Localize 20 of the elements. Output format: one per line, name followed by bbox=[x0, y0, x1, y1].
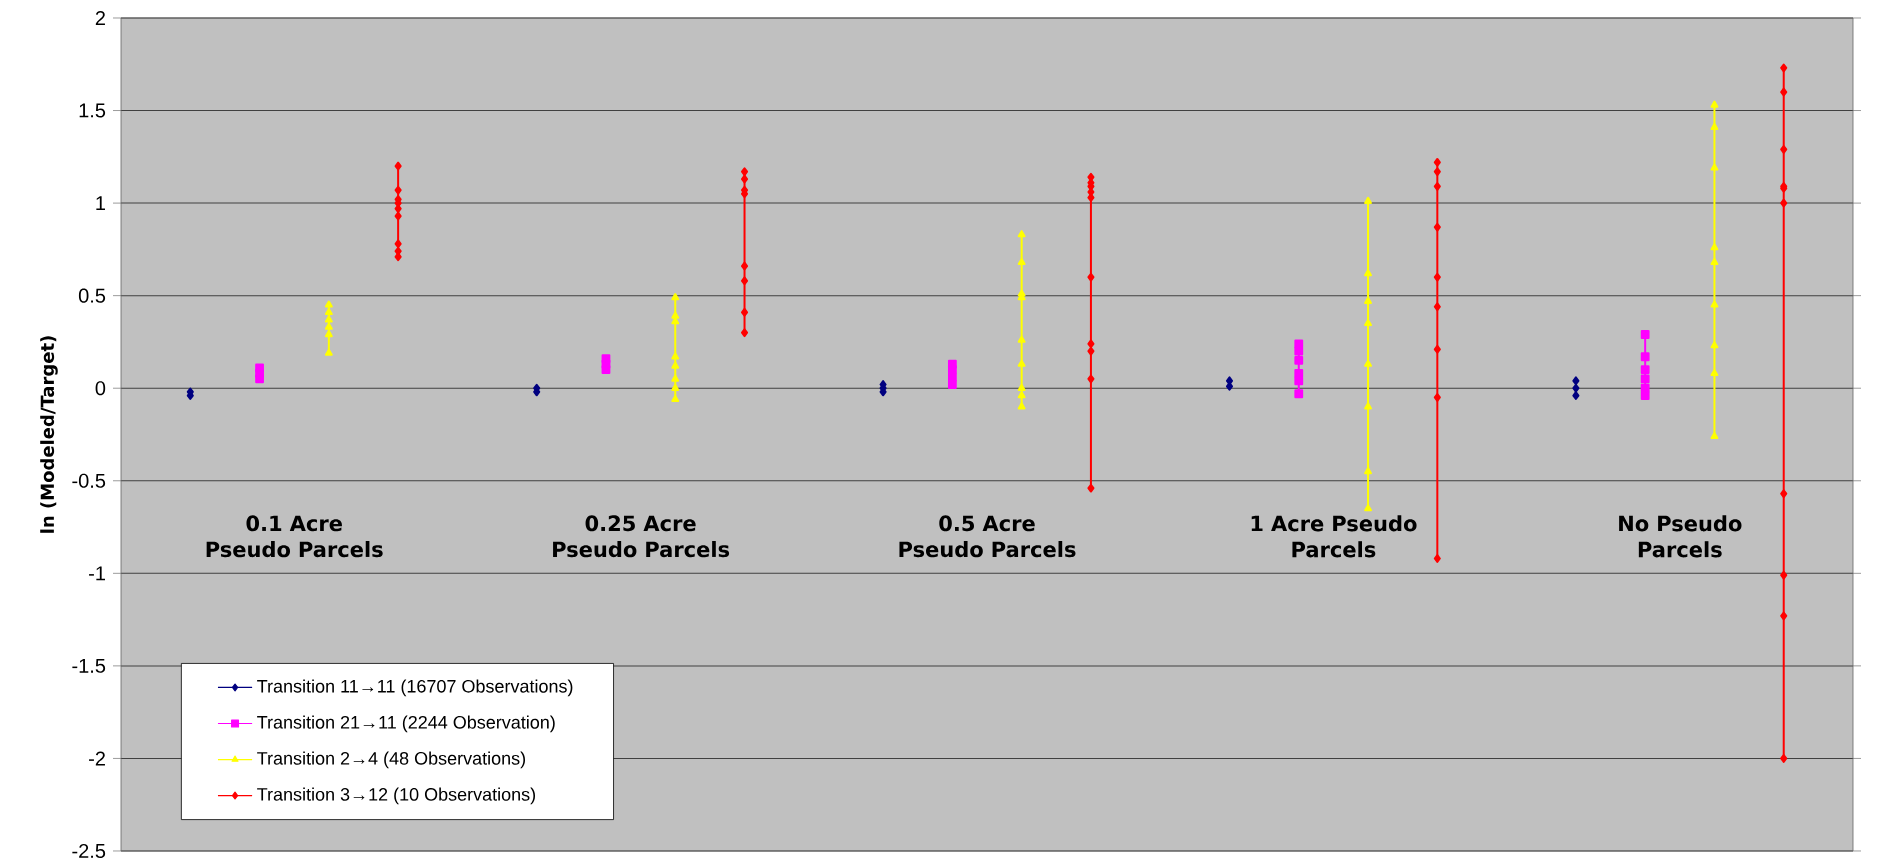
x-tick-label: No Pseudo Parcels bbox=[1619, 515, 1742, 558]
legend-label: Transition 11→11 (16707 Observations) bbox=[257, 679, 573, 697]
legend-label: Transition 3→12 (10 Observations) bbox=[257, 787, 536, 805]
y-tick-label: -1.5 bbox=[72, 658, 106, 673]
x-tick-label: 1 Acre Pseudo Parcels bbox=[1251, 515, 1417, 558]
y-tick-label: -2.5 bbox=[72, 843, 106, 859]
x-tick-label: 0.25 Acre Pseudo Parcels bbox=[553, 515, 730, 558]
x-tick-label: 0.5 Acre Pseudo Parcels bbox=[899, 515, 1076, 558]
y-tick-label: 1 bbox=[96, 196, 105, 210]
legend-label: Transition 2→4 (48 Observations) bbox=[257, 751, 526, 769]
y-tick-label: 1.5 bbox=[79, 103, 106, 118]
y-axis-title: ln (Modeled/Target) bbox=[40, 336, 58, 533]
legend-label: Transition 21→11 (2244 Observation) bbox=[257, 715, 555, 733]
x-tick-label: 0.1 Acre Pseudo Parcels bbox=[206, 515, 383, 558]
y-tick-label: 0 bbox=[95, 381, 106, 396]
y-tick-label: 0.5 bbox=[78, 288, 106, 303]
y-tick-label: -1 bbox=[89, 566, 105, 581]
y-tick-label: 2 bbox=[95, 11, 105, 25]
y-tick-label: -2 bbox=[89, 751, 105, 766]
y-tick-label: -0.5 bbox=[72, 473, 106, 488]
